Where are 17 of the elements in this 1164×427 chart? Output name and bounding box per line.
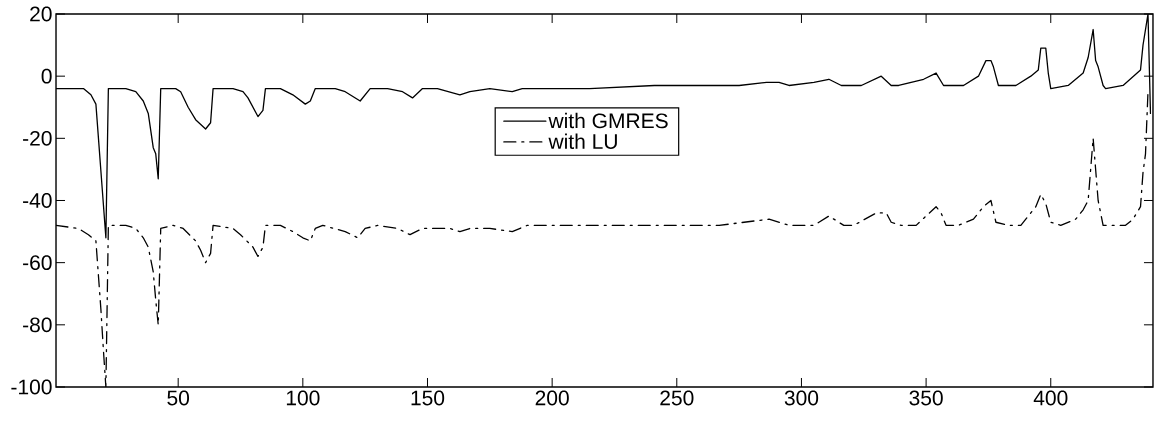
y-tick-label: 0 bbox=[41, 68, 52, 84]
x-tick-label: 400 bbox=[1033, 390, 1068, 406]
x-tick-label: 300 bbox=[784, 390, 819, 406]
y-tick-label: 20 bbox=[30, 6, 52, 22]
y-tick-label: -60 bbox=[23, 255, 52, 271]
y-tick-label: -100 bbox=[11, 379, 52, 395]
x-tick-label: 250 bbox=[660, 390, 694, 406]
x-tick-label: 50 bbox=[167, 390, 190, 406]
legend-label: with GMRES bbox=[548, 112, 668, 129]
x-tick-label: 350 bbox=[909, 390, 943, 406]
y-tick-label: -20 bbox=[23, 130, 52, 146]
x-tick-label: 200 bbox=[535, 390, 569, 406]
y-tick-label: -80 bbox=[23, 317, 52, 333]
x-tick-label: 100 bbox=[286, 390, 320, 406]
legend-label: with LU bbox=[548, 133, 617, 149]
x-tick-label: 150 bbox=[411, 390, 445, 406]
y-tick-label: -40 bbox=[23, 193, 52, 208]
